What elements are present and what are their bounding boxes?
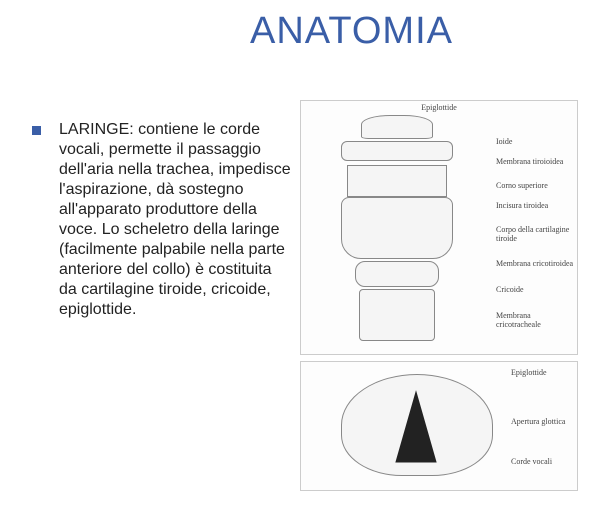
shape-vocal-cords bbox=[341, 374, 491, 474]
figure-glottis-view: Epiglottide Apertura glottica Corde voca… bbox=[300, 361, 578, 491]
label-corno-superiore: Corno superiore bbox=[496, 181, 548, 190]
figure-larynx-skeleton: Epiglottide Ioide Membrana tiroioidea Co… bbox=[300, 100, 578, 355]
label-corpo-cartilagine-tiroide: Corpo della cartilagine tiroide bbox=[496, 225, 576, 243]
slide: ANATOMIA LARINGE: contiene le corde voca… bbox=[0, 0, 593, 509]
slide-title: ANATOMIA bbox=[0, 10, 593, 53]
shape-cricoid bbox=[355, 261, 439, 287]
label-incisura-tiroidea: Incisura tiroidea bbox=[496, 201, 576, 210]
shape-thyroid bbox=[341, 197, 453, 259]
label-membrana-cricotracheale: Membrana cricotracheale bbox=[496, 311, 576, 329]
figure-area: Epiglottide Ioide Membrana tiroioidea Co… bbox=[300, 100, 580, 495]
shape-membrane-1 bbox=[347, 165, 447, 197]
label-membrana-tiroioidea: Membrana tiroioidea bbox=[496, 157, 563, 166]
label-epiglottide-2: Epiglottide bbox=[511, 368, 547, 377]
label-membrana-cricotiroidea: Membrana cricotiroidea bbox=[496, 259, 576, 268]
bullet-item: LARINGE: contiene le corde vocali, perme… bbox=[32, 120, 292, 320]
label-corde-vocali: Corde vocali bbox=[511, 457, 571, 466]
label-ioide: Ioide bbox=[496, 137, 512, 146]
content-block: LARINGE: contiene le corde vocali, perme… bbox=[32, 120, 292, 320]
bullet-icon bbox=[32, 126, 41, 135]
label-apertura-glottica: Apertura glottica bbox=[511, 417, 571, 426]
label-cricoide: Cricoide bbox=[496, 285, 524, 294]
shape-epiglottis bbox=[361, 115, 433, 139]
shape-hyoid bbox=[341, 141, 453, 161]
label-epiglottide-top: Epiglottide bbox=[301, 103, 577, 112]
body-text: LARINGE: contiene le corde vocali, perme… bbox=[59, 120, 292, 320]
shape-trachea bbox=[359, 289, 435, 341]
